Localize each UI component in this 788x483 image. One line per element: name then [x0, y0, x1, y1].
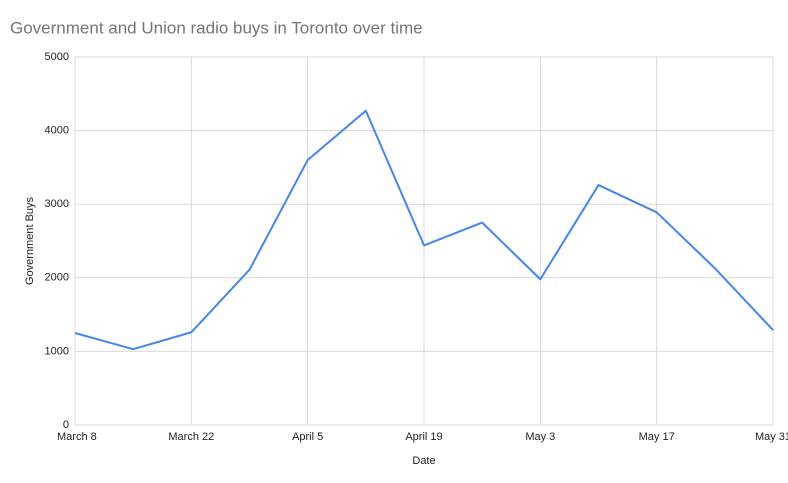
y-axis-label: Government Buys	[24, 196, 36, 285]
x-tick-label: May 17	[639, 431, 675, 443]
y-tick-label: 3000	[45, 198, 69, 210]
chart-title: Government and Union radio buys in Toron…	[10, 18, 423, 37]
x-tick-label: April 19	[405, 431, 442, 443]
y-tick-label: 1000	[45, 345, 69, 357]
y-tick-label: 4000	[45, 125, 69, 137]
x-tick-label: March 22	[168, 431, 214, 443]
y-tick-label: 0	[63, 419, 69, 431]
x-tick-label: March 8	[57, 431, 97, 443]
x-tick-label: April 5	[292, 431, 323, 443]
y-tick-label: 2000	[45, 272, 69, 284]
x-tick-label: May 3	[525, 431, 555, 443]
x-axis-label: Date	[412, 455, 435, 467]
x-tick-label: May 31	[755, 431, 788, 443]
y-tick-label: 5000	[45, 51, 69, 63]
data-line	[74, 109, 774, 351]
